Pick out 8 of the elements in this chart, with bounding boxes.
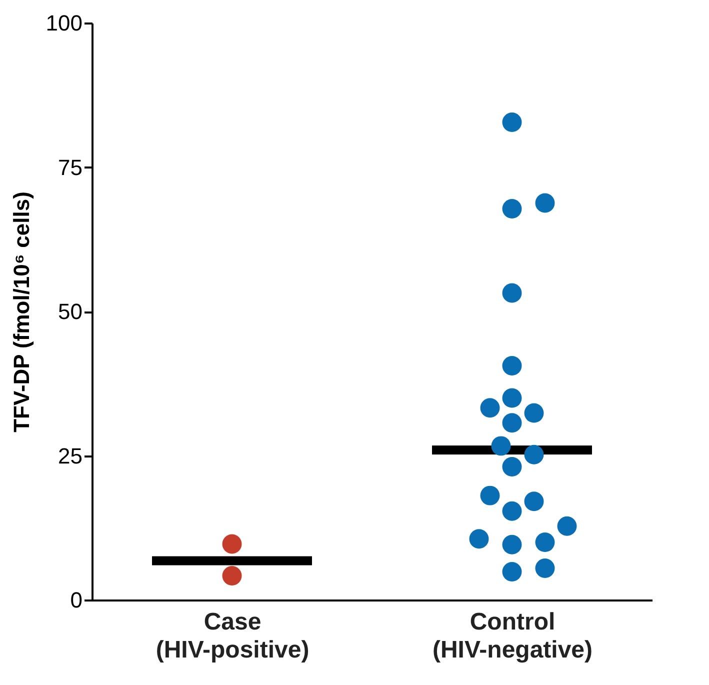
y-tick-label: 50 <box>58 299 82 324</box>
y-tick-label: 100 <box>46 10 82 36</box>
y-tick-label: 75 <box>58 154 82 180</box>
y-axis-title: TFV-DP (fmol/10⁶ cells) <box>8 192 34 432</box>
x-tick-label: Case (HIV-positive) <box>156 608 310 664</box>
y-tick-label: 25 <box>58 443 82 468</box>
x-tick-label: Control (HIV-negative) <box>432 608 593 664</box>
y-tick-label: 0 <box>70 588 82 612</box>
